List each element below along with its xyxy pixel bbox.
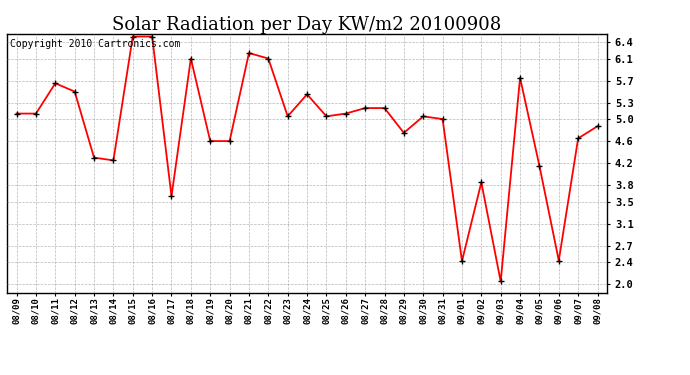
Text: Copyright 2010 Cartronics.com: Copyright 2010 Cartronics.com (10, 39, 180, 49)
Title: Solar Radiation per Day KW/m2 20100908: Solar Radiation per Day KW/m2 20100908 (112, 16, 502, 34)
